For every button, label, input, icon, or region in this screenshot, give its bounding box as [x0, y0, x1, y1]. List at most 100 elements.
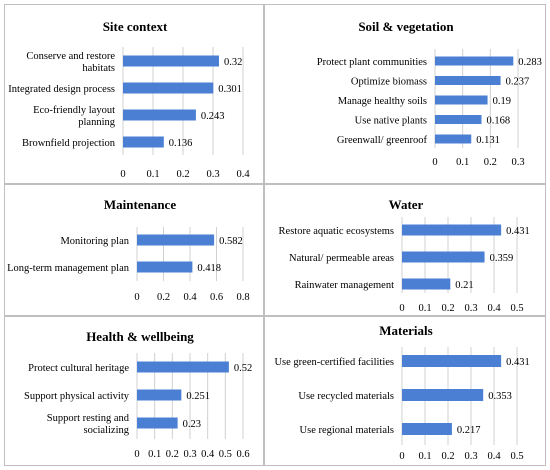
- data-label: 0.136: [169, 138, 193, 149]
- chart-svg: Materials 0 0.1 0.2 0.3 0.4 0.5 0.431 Use green-…: [274, 323, 530, 462]
- data-label: 0.19: [493, 96, 511, 107]
- category-label: Integrated design process: [8, 84, 115, 95]
- x-tick-label: 0.8: [236, 292, 249, 303]
- chart-svg: Site context 0 0.1 0.2 0.3 0.4 0.32 Conserve an…: [8, 19, 250, 180]
- data-label: 0.237: [506, 77, 530, 88]
- bar-use-regional-materials: [402, 423, 452, 435]
- bar-eco-friendly-layout-planning: [123, 109, 196, 121]
- x-tick-label: 0.3: [464, 451, 477, 462]
- x-tick-label: 0.2: [441, 451, 454, 462]
- data-label: 0.283: [518, 57, 542, 68]
- chart-title: Soil & vegetation: [358, 19, 454, 34]
- bar-natural-permeable-areas: [402, 251, 485, 263]
- bar-brownfield-projection: [123, 136, 164, 148]
- x-tick-label: 0.1: [418, 303, 431, 314]
- panel-materials: Materials 0 0.1 0.2 0.3 0.4 0.5 0.431 Use green-…: [264, 316, 546, 466]
- chart-svg: Maintenance 0 0.2 0.4 0.6 0.8 0.582 Monitoring …: [7, 197, 249, 303]
- x-tick-label: 0: [399, 303, 404, 314]
- bar-integrated-design-process: [123, 82, 214, 94]
- bar-rainwater-management: [402, 278, 451, 290]
- data-label: 0.431: [506, 226, 530, 237]
- x-tick-label: 0.5: [510, 303, 523, 314]
- bar-long-term-management-plan: [137, 261, 193, 273]
- x-tick-label: 0.3: [464, 303, 477, 314]
- chart-title: Water: [389, 197, 424, 212]
- category-label: Use native plants: [355, 116, 427, 127]
- x-tick-label: 0.6: [210, 292, 223, 303]
- x-tick-label: 0.1: [456, 157, 469, 168]
- x-tick-label: 0.1: [418, 451, 431, 462]
- chart-svg: Water 0 0.1 0.2 0.3 0.4 0.5 0.431 Restore aquati…: [279, 197, 530, 314]
- bar-support-physical-activity: [137, 389, 182, 401]
- data-label: 0.418: [197, 263, 221, 274]
- panel-health-wellbeing: Health & wellbeing 0 0.1 0.2 0.3 0.4 0.5 0.6 0.5…: [4, 316, 264, 466]
- data-label: 0.243: [201, 111, 225, 122]
- x-tick-label: 0.3: [183, 449, 196, 460]
- bar-use-native-plants: [435, 115, 482, 124]
- category-label: Eco-friendly layout planning: [33, 105, 116, 128]
- chart-title: Materials: [379, 323, 432, 338]
- category-label: Greenwall/ greenroof: [337, 135, 428, 146]
- bar-use-green-certified-facilities: [402, 355, 502, 367]
- data-label: 0.21: [455, 280, 473, 291]
- category-label: Conserve and restore habitats: [26, 51, 115, 74]
- x-tick-label: 0.2: [157, 292, 170, 303]
- x-tick-label: 0.3: [511, 157, 524, 168]
- chart-title: Maintenance: [104, 197, 176, 212]
- panel-water: Water 0 0.1 0.2 0.3 0.4 0.5 0.431 Restore aquati…: [264, 184, 546, 316]
- x-tick-label: 0.2: [441, 303, 454, 314]
- x-tick-label: 0.5: [219, 449, 232, 460]
- panel-maintenance: Maintenance 0 0.2 0.4 0.6 0.8 0.582 Monitoring …: [4, 184, 264, 316]
- category-label: Protect plant communities: [317, 57, 427, 68]
- category-label: Protect cultural heritage: [28, 363, 129, 374]
- x-tick-label: 0: [134, 292, 139, 303]
- data-label: 0.359: [490, 253, 514, 264]
- panel-soil-vegetation: Soil & vegetation 0 0.1 0.2 0.3 0.283 Protect …: [264, 4, 546, 184]
- chart-title: Health & wellbeing: [86, 329, 194, 344]
- x-tick-label: 0.2: [176, 169, 189, 180]
- category-label: Use green-certified facilities: [274, 357, 394, 368]
- category-label: Long-term management plan: [7, 263, 130, 274]
- x-tick-label: 0.4: [183, 292, 197, 303]
- bar-protect-cultural-heritage: [137, 361, 229, 373]
- data-label: 0.353: [488, 391, 512, 402]
- x-tick-label: 0.2: [484, 157, 497, 168]
- x-tick-label: 0.1: [148, 449, 161, 460]
- category-label: Restore aquatic ecosystems: [279, 226, 394, 237]
- category-label: Support resting and socializing: [47, 413, 130, 436]
- bar-support-resting-and-socializing: [137, 417, 178, 429]
- data-label: 0.23: [183, 419, 201, 430]
- x-tick-label: 0.2: [166, 449, 179, 460]
- bar-greenwall-greenroof: [435, 134, 472, 144]
- x-tick-label: 0.3: [206, 169, 219, 180]
- bar-monitoring-plan: [137, 234, 215, 246]
- category-label: Brownfield projection: [22, 138, 116, 149]
- bar-use-recycled-materials: [402, 389, 484, 401]
- bar-optimize-biomass: [435, 76, 501, 85]
- x-tick-label: 0.4: [487, 303, 501, 314]
- data-label: 0.431: [506, 357, 530, 368]
- chart-svg: Soil & vegetation 0 0.1 0.2 0.3 0.283 Protect …: [317, 19, 542, 168]
- data-label: 0.32: [224, 57, 242, 68]
- category-label: Monitoring plan: [60, 236, 129, 247]
- x-tick-label: 0.4: [236, 169, 250, 180]
- x-tick-label: 0.5: [510, 451, 523, 462]
- category-label: Manage healthy soils: [338, 96, 427, 107]
- data-label: 0.168: [486, 116, 510, 127]
- bar-manage-healthy-soils: [435, 95, 488, 105]
- data-label: 0.52: [234, 363, 252, 374]
- category-label: Use regional materials: [300, 425, 394, 436]
- panel-site-context: Site context 0 0.1 0.2 0.3 0.4 0.32 Conserve an…: [4, 4, 264, 184]
- bar-restore-aquatic-ecosystems: [402, 224, 502, 236]
- category-label: Natural/ permeable areas: [289, 253, 394, 264]
- x-tick-label: 0.4: [487, 451, 501, 462]
- data-label: 0.217: [457, 425, 481, 436]
- data-label: 0.582: [219, 236, 243, 247]
- bar-conserve-and-restore-habitats: [123, 55, 219, 67]
- x-tick-label: 0: [120, 169, 125, 180]
- x-tick-label: 0: [399, 451, 404, 462]
- category-label: Use recycled materials: [298, 391, 394, 402]
- chart-svg: Health & wellbeing 0 0.1 0.2 0.3 0.4 0.5 0.6 0.5…: [24, 329, 252, 460]
- data-label: 0.301: [218, 84, 242, 95]
- category-label: Optimize biomass: [351, 77, 427, 88]
